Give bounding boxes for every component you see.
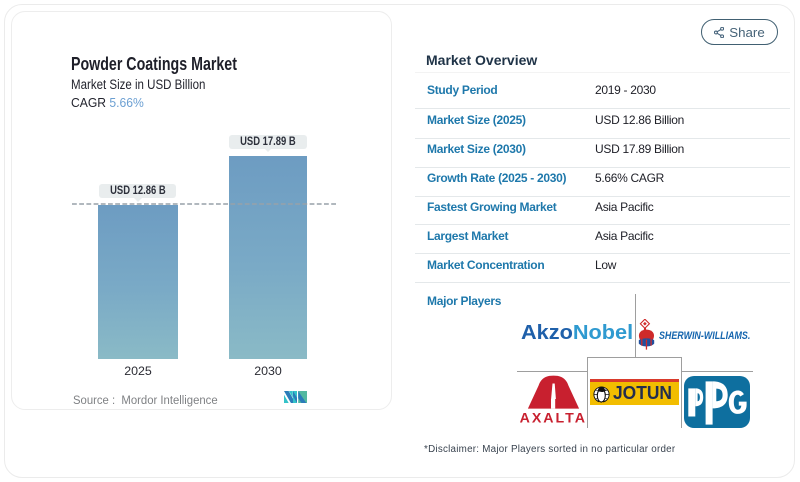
svg-text:AXALTA: AXALTA (520, 411, 587, 426)
